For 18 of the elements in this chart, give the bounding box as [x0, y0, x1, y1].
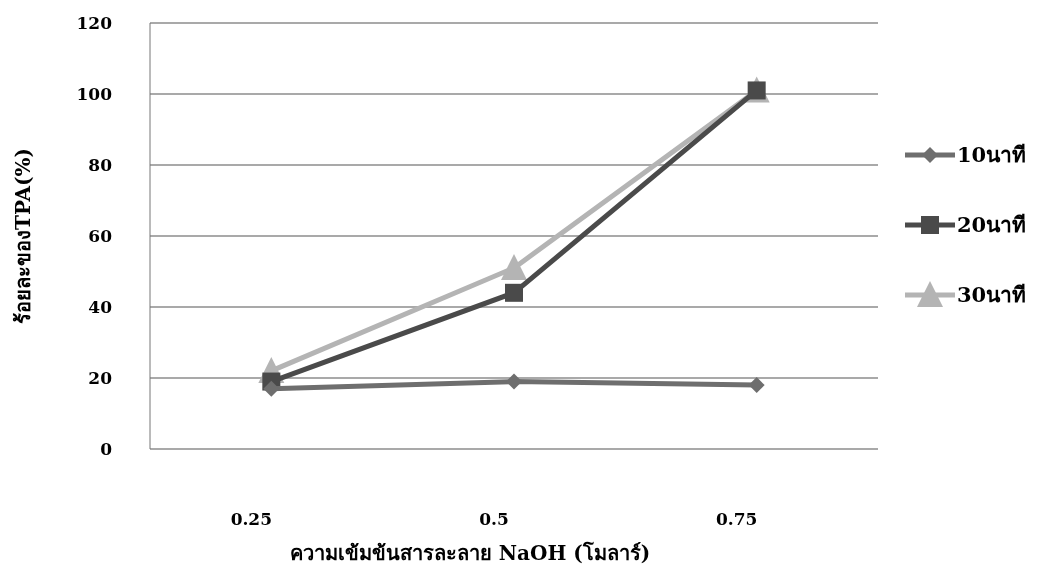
point: [501, 253, 527, 280]
y-tick-label: 100: [76, 84, 113, 104]
y-tick-label: 60: [88, 226, 113, 246]
y-axis-title: ร้อยละของTPA(%): [11, 148, 35, 324]
y-tick-label: 120: [76, 13, 113, 33]
legend-label: 30นาที: [957, 282, 1027, 307]
x-axis-title: ความเข้มข้นสารละลาย NaOH (โมลาร์): [289, 541, 651, 565]
y-tick-label: 0: [100, 439, 113, 459]
point: [506, 373, 522, 390]
legend-label: 20นาที: [957, 212, 1027, 237]
point: [505, 283, 523, 302]
legend-label: 10นาที: [957, 142, 1027, 167]
x-tick-label: 0.5: [479, 509, 509, 529]
y-tick-label: 80: [88, 155, 113, 175]
x-tick-label: 0.25: [230, 509, 273, 529]
y-tick-label: 40: [88, 297, 113, 317]
y-tick-label: 20: [88, 368, 113, 388]
x-tick-label: 0.75: [715, 509, 758, 529]
